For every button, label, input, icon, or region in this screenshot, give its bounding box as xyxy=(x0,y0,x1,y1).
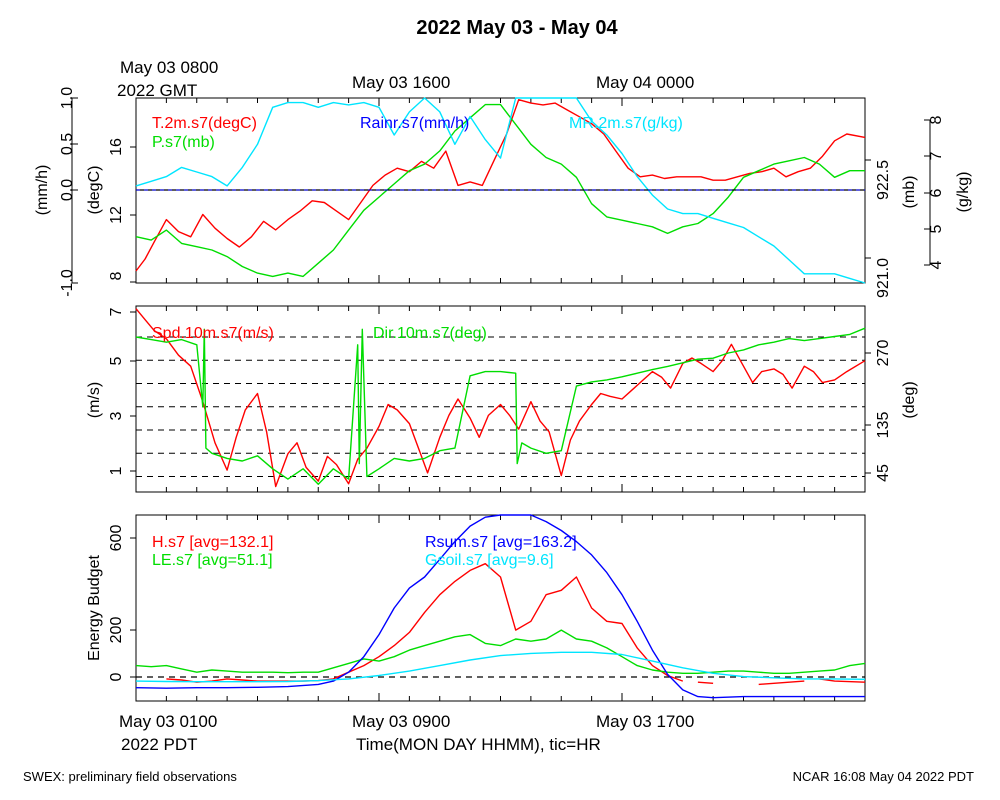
gmt-mid-label: May 03 1600 xyxy=(352,73,450,92)
panel-top-series xyxy=(135,97,866,284)
energy-tick-label-600: 600 xyxy=(108,525,125,552)
temp-tick-label-16: 16 xyxy=(108,138,125,156)
temp-axis-label: (degC) xyxy=(86,166,103,215)
rain-axis: 1.0 0.5 0.0 -1.0 (mm/h) xyxy=(34,87,78,297)
spd-tick-label-7: 7 xyxy=(108,307,125,316)
mr-axis-label: (g/kg) xyxy=(955,172,972,213)
pdt-mid-label: May 03 0900 xyxy=(352,712,450,731)
panel-top: 1.0 0.5 0.0 -1.0 (mm/h) 16 12 8 (degC) 9… xyxy=(34,87,972,298)
rain-tick-label-1: 1.0 xyxy=(59,87,76,109)
rain-axis-label: (mm/h) xyxy=(34,165,51,216)
mr-tick-label-5: 5 xyxy=(928,224,945,233)
legend-temp: T.2m.s7(degC) xyxy=(152,115,257,132)
rain-tick-label-m1: -1.0 xyxy=(59,269,76,297)
series-line-dir-10m-s7-deg xyxy=(135,327,866,485)
panel-bottom-series xyxy=(135,514,866,699)
legend-le: LE.s7 [avg=51.1] xyxy=(152,552,273,569)
series-line-h-s7-avg-132-1 xyxy=(166,563,866,686)
temp-tick-label-8: 8 xyxy=(108,271,125,280)
mr-tick-label-8: 8 xyxy=(928,115,945,124)
series-line-mr-2m-s7-g-kg xyxy=(135,97,866,284)
pdt-start-label: May 03 0100 xyxy=(119,712,217,731)
series-line-le-s7-avg-51-1 xyxy=(135,629,866,674)
gmt-right-label: May 04 0000 xyxy=(596,73,694,92)
series-line-p-s7-mb xyxy=(135,103,865,278)
panel-top-time-ticks xyxy=(135,98,866,283)
mr-tick-label-4: 4 xyxy=(928,260,945,269)
legend-dir: Dir.10m.s7(deg) xyxy=(373,325,487,342)
dir-axis: 270 135 45 (deg) xyxy=(865,340,918,482)
dir-tick-label-270: 270 xyxy=(875,340,892,367)
footer-right: NCAR 16:08 May 04 2022 PDT xyxy=(793,769,974,784)
pres-axis: 922.5 921.0 (mb) xyxy=(865,159,918,298)
series-line-t-2m-s7-degc xyxy=(135,99,866,272)
panel-bottom-time-ticks xyxy=(135,515,866,701)
spd-tick-label-1: 1 xyxy=(108,466,125,475)
legend-gsoil: Gsoil.s7 [avg=9.6] xyxy=(425,552,554,569)
gmt-start-label: May 03 0800 xyxy=(120,58,218,77)
series-line-rsum-s7-avg-163-2 xyxy=(135,514,865,699)
dir-axis-label: (deg) xyxy=(901,381,918,418)
pres-tick-label-9210: 921.0 xyxy=(875,258,892,298)
spd-axis-label: (m/s) xyxy=(86,382,103,418)
pres-axis-label: (mb) xyxy=(901,176,918,209)
spd-axis: 7 5 3 1 (m/s) xyxy=(86,307,136,475)
energy-tick-label-200: 200 xyxy=(108,617,125,644)
mr-tick-label-6: 6 xyxy=(928,188,945,197)
gmt-year-label: 2022 GMT xyxy=(117,81,197,100)
x-axis-label: Time(MON DAY HHMM), tic=HR xyxy=(356,735,601,754)
direction-reference-lines xyxy=(136,336,865,477)
legend-pres: P.s7(mb) xyxy=(152,134,215,151)
mr-axis: 8 7 6 5 4 (g/kg) xyxy=(924,115,972,269)
temp-tick-label-12: 12 xyxy=(108,206,125,224)
energy-axis: 600 200 0 Energy Budget xyxy=(86,525,136,681)
pdt-right-label: May 03 1700 xyxy=(596,712,694,731)
legend-rsum: Rsum.s7 [avg=163.2] xyxy=(425,534,577,551)
figure-title: 2022 May 03 - May 04 xyxy=(416,17,618,39)
footer-left: SWEX: preliminary field observations xyxy=(23,769,237,784)
series-line-gsoil-s7-avg-9-6 xyxy=(135,651,866,683)
legend-spd: Spd.10m.s7(m/s) xyxy=(152,325,274,342)
dir-tick-label-135: 135 xyxy=(875,412,892,439)
legend-h: H.s7 [avg=132.1] xyxy=(152,534,273,551)
rain-tick-label-0: 0.0 xyxy=(59,179,76,201)
dir-tick-label-45: 45 xyxy=(875,464,892,482)
legend-rain: Rainr.s7(mm/h) xyxy=(360,115,469,132)
panel-middle-time-ticks xyxy=(135,306,866,492)
panel-bottom: 600 200 0 Energy Budget H.s7 [avg=132.1]… xyxy=(86,514,866,702)
pres-tick-label-9225: 922.5 xyxy=(875,160,892,200)
energy-tick-label-0: 0 xyxy=(108,672,125,681)
rain-tick-label-05: 0.5 xyxy=(59,133,76,155)
legend-mr: MR.2m.s7(g/kg) xyxy=(569,115,683,132)
panel-middle: 7 5 3 1 (m/s) 270 135 45 (deg) Spd.10m.s… xyxy=(86,305,918,493)
energy-axis-label: Energy Budget xyxy=(86,555,103,661)
mr-tick-label-7: 7 xyxy=(928,151,945,160)
spd-tick-label-3: 3 xyxy=(108,411,125,420)
pdt-year-label: 2022 PDT xyxy=(121,735,198,754)
temp-axis: 16 12 8 (degC) xyxy=(86,138,136,283)
spd-tick-label-5: 5 xyxy=(108,356,125,365)
panel-middle-series xyxy=(135,308,866,488)
